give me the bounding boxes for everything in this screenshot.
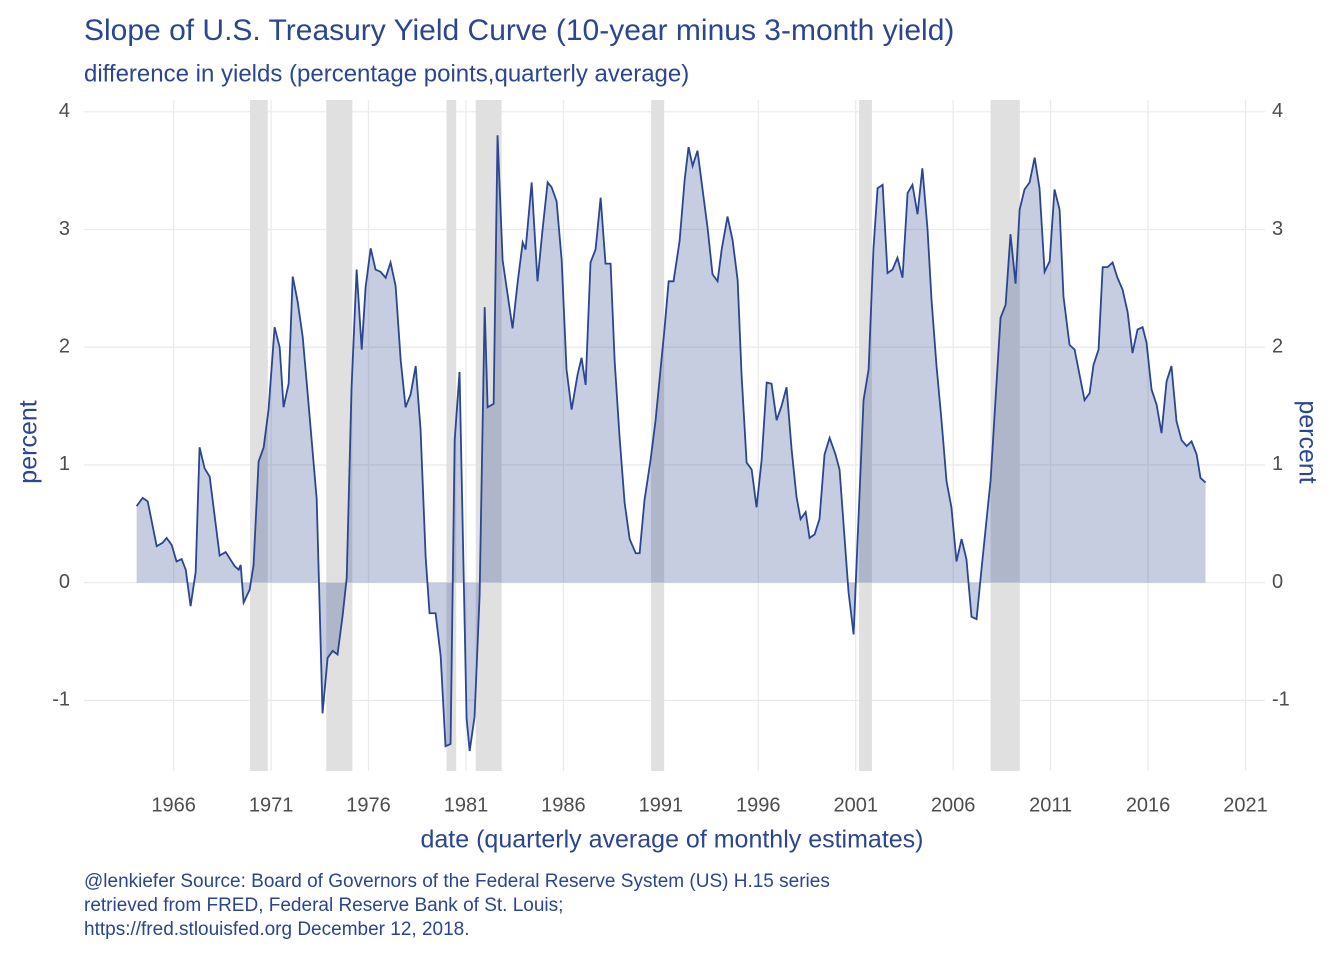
y-tick-label: 3 bbox=[59, 218, 70, 240]
x-tick-label: 1991 bbox=[639, 794, 684, 816]
caption: https://fred.stlouisfed.org December 12,… bbox=[84, 919, 470, 940]
x-tick-label: 1971 bbox=[249, 794, 294, 816]
y-tick-label: -1 bbox=[52, 689, 70, 711]
x-tick-label: 1996 bbox=[736, 794, 781, 816]
y2-tick-label: -1 bbox=[1272, 689, 1290, 711]
chart-subtitle: difference in yields (percentage points,… bbox=[84, 60, 689, 87]
caption: retrieved from FRED, Federal Reserve Ban… bbox=[84, 895, 563, 916]
x-tick-label: 2016 bbox=[1126, 794, 1171, 816]
y-tick-label: 0 bbox=[59, 571, 70, 593]
y2-tick-label: 0 bbox=[1272, 571, 1283, 593]
y2-axis-label: percent bbox=[1293, 400, 1321, 483]
recession-band bbox=[859, 100, 872, 771]
line bbox=[135, 135, 1207, 752]
x-tick-label: 2011 bbox=[1029, 794, 1072, 816]
y2-tick-label: 1 bbox=[1272, 453, 1283, 475]
area bbox=[136, 135, 1206, 751]
x-tick-label: 1981 bbox=[444, 794, 489, 816]
x-tick-label: 2001 bbox=[833, 794, 878, 816]
x-tick-label: 1976 bbox=[346, 794, 391, 816]
x-tick-label: 2006 bbox=[931, 794, 976, 816]
y2-tick-label: 2 bbox=[1272, 335, 1283, 357]
recession-band bbox=[250, 100, 268, 771]
x-tick-label: 1966 bbox=[151, 794, 196, 816]
y-tick-label: 2 bbox=[59, 335, 70, 357]
recession-band bbox=[990, 100, 1020, 771]
y-tick-label: 1 bbox=[59, 453, 70, 475]
x-axis-label: date (quarterly average of monthly estim… bbox=[420, 826, 923, 854]
y-axis-label: percent bbox=[15, 400, 43, 483]
recession-band bbox=[326, 100, 353, 771]
y-tick-label: 4 bbox=[59, 100, 70, 122]
recession-band bbox=[651, 100, 665, 771]
y2-tick-label: 3 bbox=[1272, 218, 1283, 240]
caption: @lenkiefer Source: Board of Governors of… bbox=[84, 871, 830, 892]
recession-band bbox=[446, 100, 457, 771]
x-tick-label: 2021 bbox=[1223, 794, 1268, 816]
x-tick-label: 1986 bbox=[541, 794, 586, 816]
y2-tick-label: 4 bbox=[1272, 100, 1283, 122]
chart-title: Slope of U.S. Treasury Yield Curve (10-y… bbox=[84, 14, 954, 47]
